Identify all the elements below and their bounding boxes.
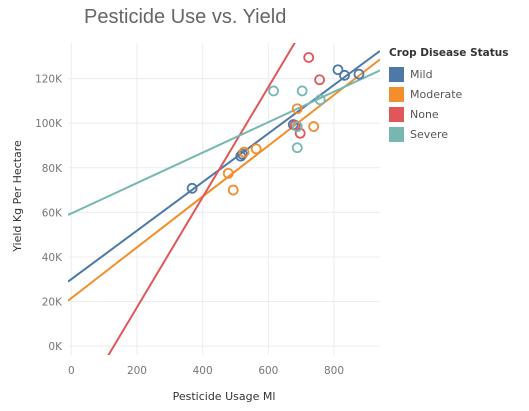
data-point-severe[interactable] [291, 121, 303, 132]
x-axis-title: Pesticide Usage Ml [173, 390, 276, 403]
trend-line-severe [68, 69, 380, 216]
legend-label: Severe [410, 127, 449, 141]
data-point-moderate[interactable] [291, 103, 303, 115]
legend-items: Mild Moderate None Severe [389, 64, 527, 144]
legend-title: Crop Disease Status [389, 47, 509, 59]
grid-lines [68, 43, 380, 355]
x-tick-label: 800 [324, 365, 344, 377]
y-tick-label: 0K [48, 341, 63, 353]
chart-title: Pesticide Use vs. Yield [84, 6, 287, 28]
data-point-moderate[interactable] [222, 167, 234, 179]
x-axis-ticks: 0 200 400 600 800 [68, 365, 344, 377]
data-point-severe[interactable] [296, 85, 308, 97]
data-point-mild[interactable] [186, 182, 198, 194]
data-point-none[interactable] [303, 52, 315, 63]
x-tick-label: 0 [68, 365, 75, 377]
x-tick-label: 400 [193, 365, 213, 377]
data-point-moderate[interactable] [250, 143, 262, 155]
legend-item-moderate[interactable]: Moderate [389, 84, 527, 104]
y-tick-label: 100K [35, 118, 63, 130]
y-tick-label: 120K [35, 74, 63, 86]
trend-line-moderate [68, 58, 380, 302]
x-tick-label: 600 [258, 365, 278, 377]
data-points [186, 52, 365, 196]
trend-lines [68, 43, 380, 355]
legend-swatch [389, 126, 404, 142]
legend-swatch [389, 66, 404, 82]
data-point-severe[interactable] [268, 85, 279, 97]
legend-swatch [389, 106, 404, 122]
trend-line-mild [68, 50, 380, 283]
legend-item-mild[interactable]: Mild [389, 64, 527, 84]
y-tick-label: 60K [42, 207, 63, 219]
data-point-severe[interactable] [314, 94, 326, 106]
data-point-mild[interactable] [353, 68, 365, 80]
data-point-mild[interactable] [236, 148, 248, 160]
legend-swatch [389, 86, 404, 102]
legend-label: None [410, 107, 439, 121]
y-tick-label: 40K [42, 252, 63, 264]
legend-label: Mild [410, 67, 433, 81]
y-tick-label: 20K [42, 297, 63, 309]
legend-item-none[interactable]: None [389, 104, 527, 124]
y-axis-ticks: 0K 20K 40K 60K 80K 100K 120K [35, 74, 63, 353]
y-tick-label: 80K [42, 163, 63, 175]
data-point-none[interactable] [294, 127, 306, 139]
x-tick-label: 200 [127, 365, 147, 377]
y-axis-title: Yield Kg Per Hectare [11, 140, 24, 253]
data-point-mild[interactable] [339, 69, 350, 81]
trend-line-none [107, 43, 296, 355]
data-point-mild[interactable] [332, 64, 344, 76]
data-point-moderate[interactable] [238, 146, 250, 158]
data-point-moderate[interactable] [308, 121, 320, 132]
legend-label: Moderate [410, 87, 463, 101]
legend: Crop Disease Status Mild Moderate None Seve… [389, 47, 527, 144]
data-point-severe[interactable] [291, 142, 303, 154]
legend-item-severe[interactable]: Severe [389, 124, 527, 144]
data-point-moderate[interactable] [227, 184, 239, 196]
data-point-none[interactable] [314, 74, 325, 86]
